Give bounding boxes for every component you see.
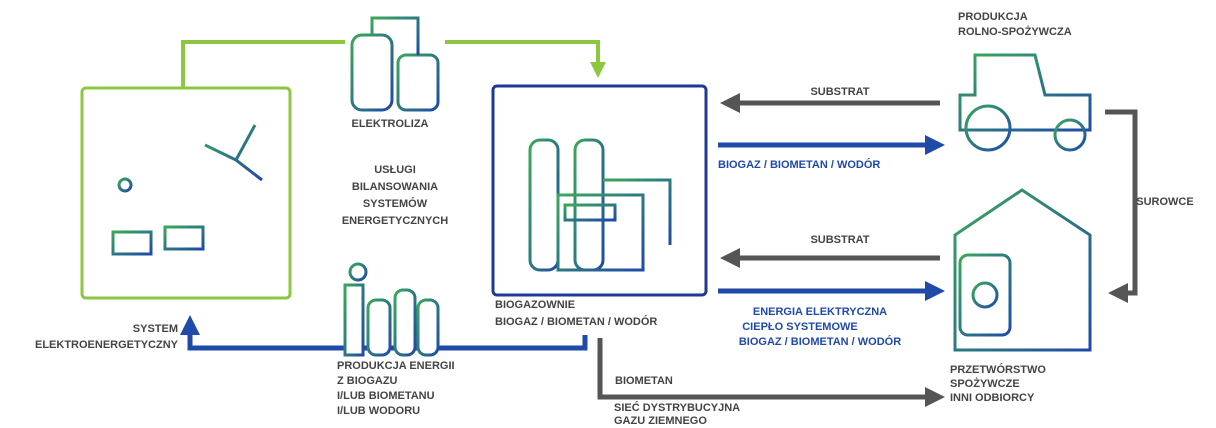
label-line: I/LUB BIOMETANU — [337, 390, 435, 402]
label-line: USŁUGI — [374, 164, 416, 176]
label-line: ENERGETYCZNYCH — [342, 215, 448, 227]
edge-label: CIEPŁO SYSTEMOWE — [742, 321, 858, 333]
biogas-box — [493, 86, 706, 295]
label-line: PRODUKCJA ENERGII — [337, 360, 455, 372]
power-plant-icon — [345, 264, 438, 355]
renewables-icon — [113, 118, 262, 272]
balancing-label: USŁUGI BILANSOWANIA SYSTEMÓW ENERGETYCZN… — [342, 164, 448, 227]
edge-label: BIOMETAN — [615, 375, 673, 387]
edge-label: SUBSTRAT — [810, 86, 869, 98]
flow-line — [183, 42, 345, 88]
label-line: SYSTEMÓW — [363, 197, 428, 210]
label-line: PRODUKCJA — [958, 11, 1028, 23]
label-line: Z BIOGAZU — [337, 375, 398, 387]
label-line: ROLNO-SPOŻYWCZA — [958, 25, 1072, 38]
flow-arrow — [1105, 112, 1135, 293]
label-line: BILANSOWANIA — [352, 181, 438, 193]
edge-label: BIOGAZ / BIOMETAN / WODÓR — [739, 335, 901, 348]
label-line: ELEKTROENERGETYCZNY — [35, 339, 179, 351]
diagram: ELEKTROLIZA USŁUGI BILANSOWANIA SYSTEMÓW… — [0, 0, 1216, 428]
edge-label: ENERGIA ELEKTRYCZNA — [753, 306, 887, 318]
electrolysis-icon — [352, 18, 438, 110]
label-line: BIOGAZOWNIE — [495, 299, 575, 311]
label-line: BIOGAZ / BIOMETAN / WODÓR — [495, 315, 657, 328]
edge-label: SUROWCE — [1136, 196, 1193, 208]
label-line: SYSTEM — [133, 323, 178, 335]
label-line: I/LUB WODORU — [337, 405, 420, 417]
label-line: GAZU ZIEMNEGO — [614, 415, 707, 427]
flow-arrow — [445, 42, 598, 70]
edge-label: BIOGAZ / BIOMETAN / WODÓR — [718, 158, 880, 171]
label-line: SPOŻYWCZE — [950, 377, 1020, 390]
tractor-icon — [960, 55, 1090, 150]
edge-label: SUBSTRAT — [810, 234, 869, 246]
biogas-icon — [525, 140, 670, 270]
node-label: ELEKTROLIZA — [352, 118, 429, 130]
label-line: SIEĆ DYSTRYBUCYJNA — [614, 401, 740, 414]
label-line: INNI ODBIORCY — [950, 392, 1035, 404]
label-line: PRZETWÓRSTWO — [950, 363, 1046, 376]
silo-icon — [955, 190, 1090, 350]
